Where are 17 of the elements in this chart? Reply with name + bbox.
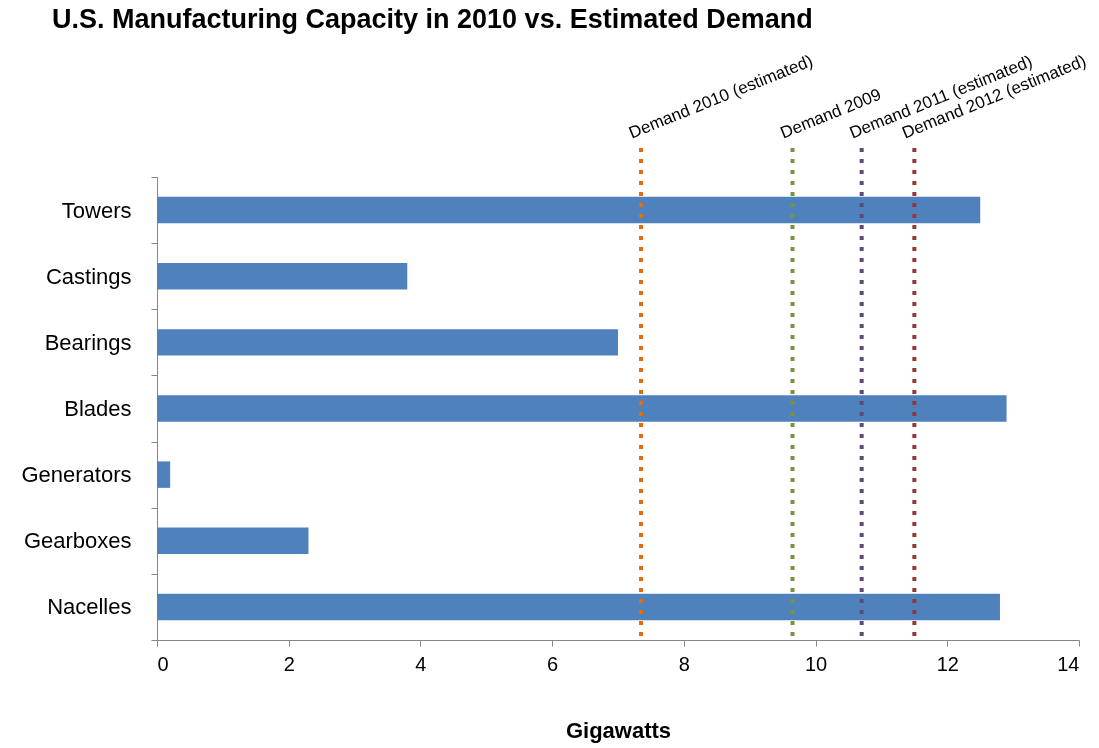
y-tick-label: Generators	[21, 462, 132, 488]
y-tick-label: Gearboxes	[23, 528, 132, 554]
x-tick-label: 4	[415, 652, 427, 675]
x-tick-label: 2	[283, 652, 295, 675]
x-tick-label: 0	[157, 652, 169, 675]
x-axis-title: Gigawatts	[565, 717, 672, 743]
x-tick-label: 6	[547, 652, 559, 675]
x-tick-label: 14	[1057, 652, 1080, 675]
y-tick-label: Nacelles	[47, 594, 132, 620]
y-tick-label: Blades	[64, 396, 132, 421]
y-tick-label: Bearings	[44, 329, 132, 355]
x-tick-label: 12	[936, 652, 959, 675]
x-tick-label: 8	[678, 652, 690, 675]
x-tick-label: 10	[804, 652, 828, 675]
chart-title: U.S. Manufacturing Capacity in 2010 vs. Estimated Demand	[52, 4, 813, 35]
y-tick-label: Towers	[61, 197, 132, 223]
y-tick-label: Castings	[45, 263, 132, 289]
